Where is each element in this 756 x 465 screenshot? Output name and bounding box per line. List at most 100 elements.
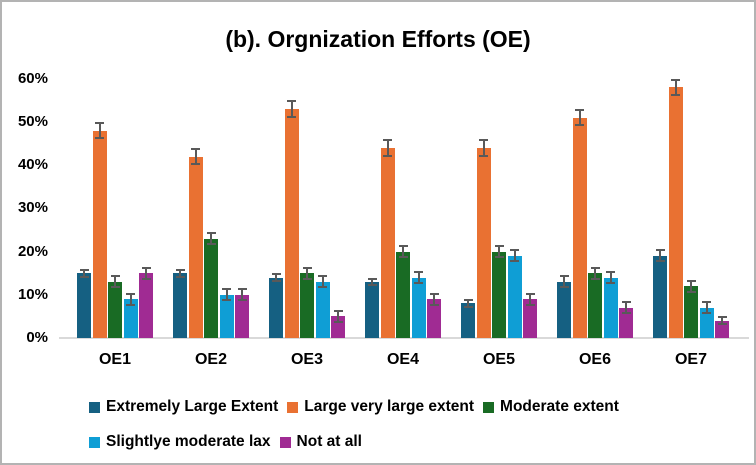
error-bar-cap (175, 275, 185, 278)
error-bar-cap (525, 292, 535, 295)
error-bar-line (241, 288, 243, 302)
error-bar-cap (621, 301, 631, 304)
error-bar-cap (463, 305, 473, 308)
legend-item-4: Slightlye moderate lax (89, 433, 271, 451)
error-bar-cap (383, 154, 392, 157)
error-bar-line (114, 275, 116, 289)
error-bar-cap (398, 245, 408, 248)
bar-OE1-s5 (139, 273, 153, 338)
bar-OE5-s3 (492, 251, 506, 338)
legend-item-label: Slightlye moderate lax (106, 433, 271, 450)
error-bar-cap (367, 284, 377, 287)
bar-OE3-s3 (300, 273, 314, 338)
error-bar-line (482, 139, 485, 157)
error-bar-cap (510, 249, 519, 252)
error-bar-cap (237, 288, 247, 291)
error-bar-cap (671, 94, 680, 97)
error-bar-line (513, 249, 516, 263)
error-bar-cap (559, 286, 569, 289)
bar-OE6-s3 (588, 273, 602, 338)
error-bar-cap (414, 271, 423, 274)
error-bar-cap (79, 275, 89, 278)
bar-OE4-s2 (380, 147, 395, 338)
error-bar-cap (141, 266, 151, 269)
error-bar-line (433, 292, 435, 306)
bar-OE6-s5 (619, 307, 633, 338)
error-bar-line (674, 78, 677, 97)
bar-OE3-s2 (284, 109, 299, 338)
legend-marker-icon (287, 401, 299, 413)
error-bar-cap (414, 282, 423, 284)
legend-item-label: Not at all (296, 433, 362, 450)
bar-OE7-s4 (699, 307, 714, 338)
bar-OE2-s1 (173, 273, 187, 338)
bar-OE5-s5 (523, 299, 537, 338)
error-bar-cap (110, 286, 120, 289)
error-bar-line (705, 301, 708, 315)
error-bar-cap (717, 323, 727, 326)
legend-marker-icon (279, 436, 291, 448)
error-bar-cap (590, 266, 600, 269)
error-bar-cap (463, 299, 473, 302)
error-bar-cap (702, 301, 711, 304)
error-bar-cap (141, 277, 151, 280)
error-bar-cap (95, 122, 104, 124)
bar-OE7-s5 (715, 320, 729, 338)
error-bar-cap (429, 292, 439, 295)
error-bar-cap (191, 163, 200, 166)
bar-OE5-s4 (507, 255, 522, 338)
error-bar-line (371, 277, 373, 287)
error-bar-cap (271, 273, 281, 276)
error-bar-line (83, 268, 85, 278)
bar-OE4-s5 (427, 299, 441, 338)
error-bar-cap (110, 275, 120, 278)
legend-item-3: Moderate extent (483, 398, 619, 416)
legend-item-label: Large very large extent (304, 398, 475, 415)
error-bar-cap (175, 268, 185, 271)
error-bar-cap (206, 232, 216, 235)
error-bar-line (402, 245, 404, 259)
bar-OE6-s4 (603, 277, 618, 338)
legend-item-label: Moderate extent (500, 398, 619, 415)
x-axis-label: OE6 (578, 351, 611, 368)
error-bar-cap (333, 309, 343, 312)
error-bar-cap (271, 279, 281, 282)
error-bar-cap (606, 282, 615, 284)
error-bar-cap (717, 316, 727, 319)
error-bar-cap (702, 312, 711, 315)
legend-row-1: Extremely Large Extent Large very large e… (89, 398, 619, 416)
error-bar-cap (95, 137, 104, 140)
error-bar-cap (525, 303, 535, 306)
bar-OE6-s2 (572, 117, 587, 338)
error-bar-cap (655, 249, 665, 252)
bar-OE7-s2 (668, 87, 683, 338)
bar-OE2-s3 (204, 238, 218, 338)
legend-marker-icon (89, 436, 100, 448)
error-bar-cap (621, 312, 631, 315)
error-bar-cap (287, 100, 296, 103)
error-bar-cap (686, 279, 696, 282)
error-bar-cap (287, 115, 296, 118)
error-bar-cap (222, 299, 231, 302)
error-bar-cap (237, 299, 247, 302)
error-bar-line (659, 249, 661, 263)
error-bar-cap (655, 260, 665, 263)
x-axis-label: OE7 (674, 351, 707, 368)
error-bar-line (306, 266, 308, 280)
y-tick-label: 60% (17, 69, 48, 87)
error-bar-cap (479, 154, 488, 157)
error-bar-cap (575, 109, 584, 112)
legend-item-label: Extremely Large Extent (106, 398, 279, 415)
error-bar-cap (494, 245, 504, 248)
error-bar-cap (510, 260, 519, 263)
bar-OE1-s2 (92, 130, 107, 338)
legend-marker-icon (483, 401, 495, 413)
error-bar-cap (191, 147, 200, 150)
y-tick-label: 20% (17, 242, 48, 260)
y-tick-label: 40% (17, 156, 48, 174)
error-bar-line (98, 122, 101, 140)
chart-title: (b). Orgnization Efforts (OE) (225, 26, 531, 52)
error-bar-line (290, 100, 293, 118)
bar-OE2-s4 (219, 294, 234, 338)
